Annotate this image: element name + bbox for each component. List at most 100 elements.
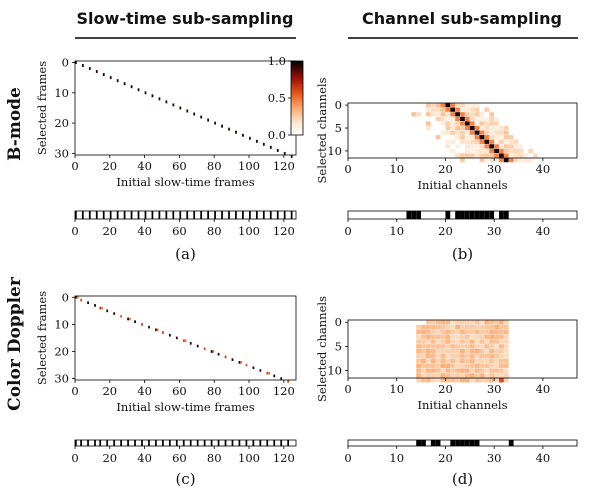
mask-selected-cell: [200, 211, 203, 219]
x-tick-label: 0: [344, 162, 351, 176]
heatmap-cell: [184, 339, 187, 342]
heatmap-cell: [503, 320, 509, 325]
heatmap-cell: [450, 139, 456, 144]
axes-frame: [74, 295, 297, 381]
y-ticks: 0 10 20 30: [54, 55, 75, 160]
y-tick-label: 30: [54, 372, 69, 386]
heatmap-cell: [440, 358, 446, 364]
heatmap-cell: [425, 103, 431, 108]
heatmap-cell: [421, 329, 426, 335]
heatmap-cell: [416, 368, 421, 373]
heatmap-cell: [469, 324, 475, 330]
mask-selected-cell: [508, 440, 514, 446]
heatmap-cell: [81, 64, 84, 67]
heatmap-cell: [425, 329, 431, 335]
heatmap-cell: [445, 363, 451, 368]
heatmap-cell: [416, 334, 421, 339]
y-ticks: 0 5 10: [327, 315, 348, 378]
heatmap-cell: [503, 334, 509, 339]
heatmap-cell: [469, 125, 475, 131]
heatmap-cell: [435, 344, 441, 349]
heatmap-cell: [479, 116, 485, 121]
heatmap-cell: [445, 368, 451, 373]
heatmap-cell: [425, 121, 431, 126]
heatmap-cell: [479, 130, 485, 135]
heatmap-cell: [528, 148, 534, 154]
heatmap-cell: [455, 135, 460, 140]
heatmap-cell: [513, 148, 519, 154]
heatmap-cell: [421, 334, 426, 339]
heatmap-cell: [499, 358, 504, 364]
heatmap-cell: [499, 353, 504, 359]
mask-selected-cell: [231, 440, 234, 446]
heatmap-cell: [464, 130, 470, 135]
heatmap-cell: [269, 145, 272, 149]
mask-selected-cell: [193, 211, 196, 219]
heatmap-cell: [469, 121, 475, 126]
mask-selected-cell: [224, 440, 227, 446]
heatmap-cell: [469, 378, 475, 383]
heatmap-cell: [460, 329, 465, 335]
heatmap-cell: [421, 368, 426, 373]
x-tick-label: 100: [238, 159, 260, 173]
heatmap-cell: [479, 373, 485, 378]
mask-tick-label: 30: [487, 451, 502, 465]
heatmap-cell: [455, 344, 460, 349]
mask-selected-cell: [179, 211, 182, 219]
heatmap-cell: [479, 324, 485, 330]
heatmap-cell: [464, 125, 470, 131]
heatmap-cell: [445, 112, 451, 117]
x-tick-label: 20: [438, 162, 453, 176]
mask-tick-label: 120: [273, 224, 295, 238]
heatmap-cell: [445, 378, 451, 383]
heatmap-cell: [464, 368, 470, 373]
mask-selected-cell: [214, 211, 216, 219]
heatmap-cell: [499, 334, 504, 339]
selection-mask-bar: 0 10 20 30 40: [344, 439, 578, 465]
heatmap-cell: [464, 116, 470, 121]
mask-selected-cell: [203, 440, 206, 446]
heatmap-cell: [130, 85, 133, 89]
heatmap-cell: [494, 135, 499, 140]
panel-1: 0 20 40 60 80 100 120 0 10 20 30 Initial slow-time …: [35, 55, 297, 263]
heatmap-cell: [464, 378, 470, 383]
y-ticks: 0 10 20 30: [54, 290, 75, 386]
heatmap-cell: [499, 153, 504, 158]
heatmap-cell: [101, 306, 103, 310]
colorbar-swatch: [291, 112, 303, 116]
heatmap-cell: [165, 100, 168, 104]
heatmap-cell: [464, 320, 470, 325]
heatmap-cell: [450, 358, 456, 364]
x-tick-label: 60: [172, 384, 187, 398]
mask-tick-label: 20: [102, 451, 117, 465]
heatmap-cell: [425, 373, 431, 378]
mask-tick-label: 20: [102, 224, 117, 238]
mask-frame: [74, 210, 297, 220]
y-tick-label: 5: [335, 121, 342, 135]
heatmap-cell: [435, 378, 441, 383]
mask-tick-label: 80: [207, 451, 222, 465]
heatmap-cell: [435, 112, 441, 117]
mask-selected-cell: [238, 440, 241, 446]
colorbar-swatch: [291, 62, 303, 66]
heatmap-cell: [179, 106, 182, 110]
heatmap-cell: [494, 148, 499, 154]
heatmap-cell: [489, 368, 495, 373]
heatmap-cell: [440, 344, 446, 349]
heatmap-cell: [469, 320, 475, 325]
heatmap-cell: [489, 378, 495, 383]
heatmap-cell: [464, 148, 470, 154]
heatmap-cell: [455, 116, 460, 121]
mask-tick-label: 0: [71, 224, 78, 238]
colorbar-swatch: [291, 127, 303, 131]
heatmap-cell: [528, 158, 534, 163]
heatmap-cell: [425, 112, 431, 117]
heatmap-cell: [106, 309, 109, 313]
heatmap-cell: [425, 344, 431, 349]
colorbar-swatch: [291, 73, 303, 77]
x-tick-label: 100: [238, 384, 260, 398]
colorbar-swatch: [291, 101, 303, 105]
heatmap-cell: [87, 301, 89, 305]
heatmap-cell: [479, 153, 485, 158]
heatmap-cell: [435, 368, 441, 373]
